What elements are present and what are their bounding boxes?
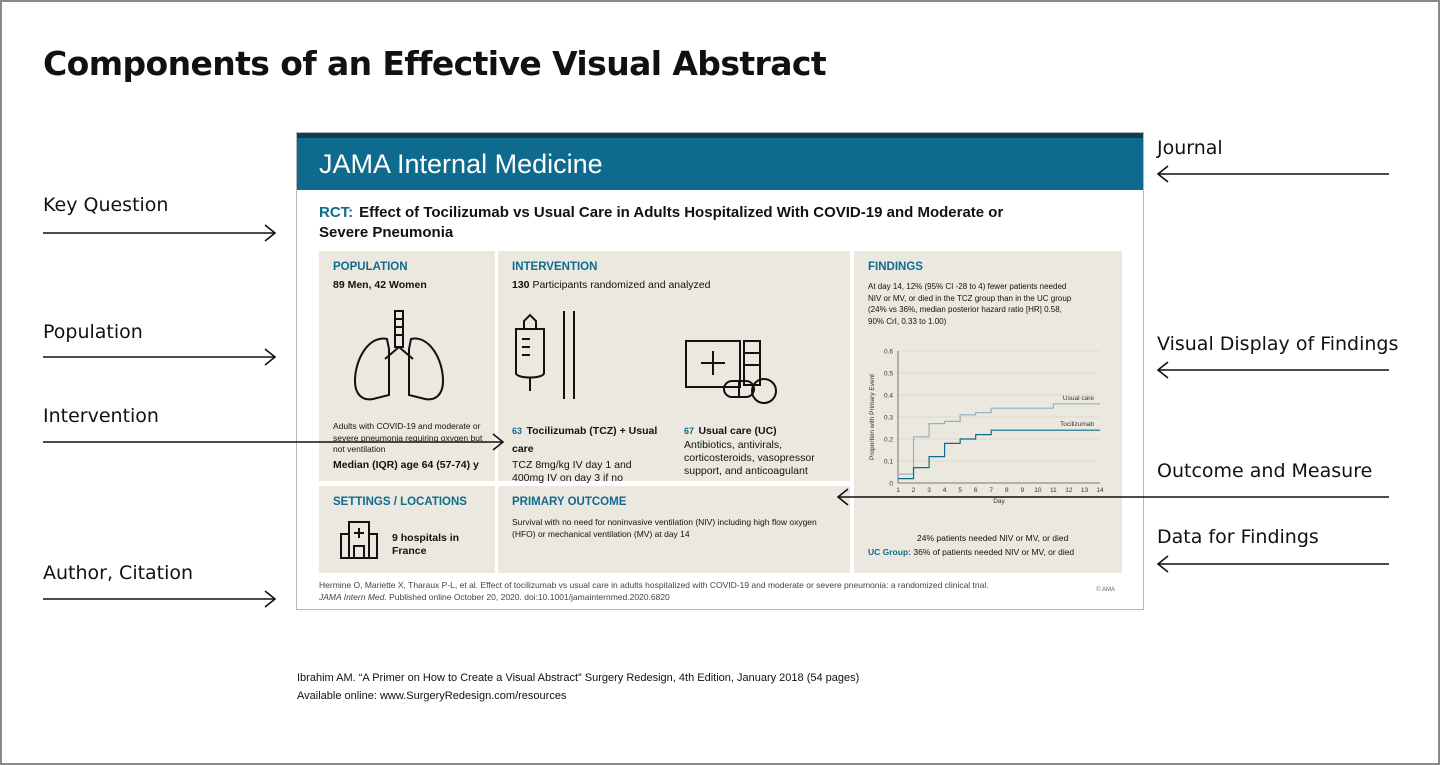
population-heading: POPULATION bbox=[333, 261, 408, 273]
series-0-line bbox=[898, 403, 1100, 475]
x-tick-label: 13 bbox=[1081, 487, 1089, 494]
label-journal: Journal bbox=[1157, 137, 1223, 159]
settings-text: 9 hospitals in France bbox=[392, 532, 460, 557]
journal-banner: JAMA Internal Medicine bbox=[297, 133, 1143, 190]
y-tick-label: 0.6 bbox=[884, 349, 893, 356]
x-tick-label: 3 bbox=[927, 487, 931, 494]
findings-text: At day 14, 12% (95% CI -28 to 4) fewer p… bbox=[868, 282, 1072, 326]
uc-group-label: UC Group: bbox=[868, 547, 911, 557]
x-tick-label: 6 bbox=[974, 487, 978, 494]
y-axis-label: Proportion with Primary Event bbox=[869, 374, 876, 460]
x-tick-label: 2 bbox=[912, 487, 916, 494]
uc-name: Usual care (UC) bbox=[698, 425, 777, 437]
settings-panel: SETTINGS / LOCATIONS 9 hospitals in Fran… bbox=[319, 486, 495, 573]
reference-line2: Available online: www.SurgeryRedesign.co… bbox=[297, 690, 567, 702]
y-tick-label: 0.2 bbox=[884, 437, 893, 444]
x-axis-label: Day bbox=[993, 498, 1005, 505]
arrow-visual-display bbox=[1156, 361, 1389, 379]
outcome-heading: PRIMARY OUTCOME bbox=[512, 496, 627, 508]
reference: Ibrahim AM. “A Primer on How to Create a… bbox=[297, 669, 859, 705]
x-tick-label: 12 bbox=[1065, 487, 1073, 494]
journal-name: JAMA Internal Medicine bbox=[319, 149, 603, 179]
intervention-count-num: 130 bbox=[512, 279, 530, 291]
intervention-count-text: Participants randomized and analyzed bbox=[532, 279, 711, 291]
uc-arm: 67 Usual care (UC) Antibiotics, antivira… bbox=[684, 421, 834, 478]
tcz-count: 63 bbox=[512, 426, 523, 436]
findings-heading: FINDINGS bbox=[868, 261, 923, 273]
series-1-label: Tocilizumab bbox=[1060, 421, 1094, 428]
citation-journal: JAMA Intern Med bbox=[319, 592, 385, 602]
rct-tag: RCT: bbox=[319, 204, 354, 221]
arrow-author-citation bbox=[43, 590, 277, 608]
copyright: © AMA bbox=[1096, 587, 1115, 593]
label-key-question: Key Question bbox=[43, 194, 169, 216]
uc-count: 67 bbox=[684, 426, 695, 436]
label-population: Population bbox=[43, 321, 143, 343]
x-tick-label: 7 bbox=[989, 487, 993, 494]
population-description: Adults with COVID-19 and moderate or sev… bbox=[333, 421, 483, 454]
citation-line2-wrap: JAMA Intern Med. Published online Octobe… bbox=[319, 591, 989, 603]
citation-line1: Hermine O, Mariette X, Tharaux P-L, et a… bbox=[319, 580, 989, 590]
x-tick-label: 9 bbox=[1020, 487, 1024, 494]
y-tick-label: 0 bbox=[889, 481, 893, 488]
label-visual-display: Visual Display of Findings bbox=[1157, 333, 1399, 355]
population-age: Median (IQR) age 64 (57-74) y bbox=[333, 459, 479, 471]
label-data-findings: Data for Findings bbox=[1157, 526, 1319, 548]
label-intervention: Intervention bbox=[43, 405, 159, 427]
intervention-count: 130 Participants randomized and analyzed bbox=[512, 279, 710, 292]
label-outcome-measure: Outcome and Measure bbox=[1157, 460, 1373, 482]
lungs-icon bbox=[353, 310, 445, 401]
intervention-heading: INTERVENTION bbox=[512, 261, 598, 273]
medicine-icon bbox=[685, 340, 777, 404]
uc-result-text: 36% of patients needed NIV or MV, or die… bbox=[913, 547, 1075, 557]
series-0-label: Usual care bbox=[1063, 395, 1094, 402]
y-tick-label: 0.1 bbox=[884, 459, 893, 466]
uc-result: UC Group: 36% of patients needed NIV or … bbox=[868, 547, 1074, 559]
citation-line2: . Published online October 20, 2020. doi… bbox=[384, 592, 670, 602]
arrow-population bbox=[43, 348, 277, 366]
x-tick-label: 10 bbox=[1034, 487, 1042, 494]
hospital-icon bbox=[340, 521, 378, 559]
x-tick-label: 5 bbox=[958, 487, 962, 494]
iv-bag-icon bbox=[515, 311, 575, 399]
km-chart: 00.10.20.30.40.50.61 2 3 4 5 6 7 8 9 10 11 12 13 14 D… bbox=[869, 349, 1104, 506]
headline-text: Effect of Tocilizumab vs Usual Care in A… bbox=[319, 204, 1004, 241]
settings-heading: SETTINGS / LOCATIONS bbox=[333, 496, 467, 508]
outcome-text: Survival with no need for noninvasive ve… bbox=[512, 517, 817, 539]
series-1-line bbox=[898, 429, 1100, 480]
arrow-intervention bbox=[43, 433, 505, 451]
visual-abstract: JAMA Internal Medicine RCT: Effect of Toc… bbox=[296, 132, 1144, 610]
arrow-key-question bbox=[43, 224, 277, 242]
arrow-journal bbox=[1156, 165, 1389, 183]
page-title: Components of an Effective Visual Abstra… bbox=[43, 44, 827, 83]
citation: Hermine O, Mariette X, Tharaux P-L, et a… bbox=[319, 579, 989, 603]
y-tick-label: 0.4 bbox=[884, 393, 893, 400]
tcz-result: 24% patients needed NIV or MV, or died bbox=[917, 533, 1069, 543]
population-counts: 89 Men, 42 Women bbox=[333, 279, 427, 291]
arrow-data-findings bbox=[1156, 555, 1389, 573]
x-tick-label: 4 bbox=[943, 487, 947, 494]
findings-panel: FINDINGS At day 14, 12% (95% CI -28 to 4… bbox=[854, 251, 1122, 573]
x-tick-label: 8 bbox=[1005, 487, 1009, 494]
uc-description: Antibiotics, antivirals, corticosteroids… bbox=[684, 439, 815, 477]
arrow-outcome-measure bbox=[836, 488, 1389, 506]
x-tick-label: 1 bbox=[896, 487, 900, 494]
intervention-panel: INTERVENTION 130 Participants randomized… bbox=[498, 251, 850, 497]
x-tick-label: 14 bbox=[1096, 487, 1104, 494]
tcz-name: Tocilizumab (TCZ) + Usual care bbox=[512, 425, 658, 455]
key-question-headline: RCT: Effect of Tocilizumab vs Usual Care … bbox=[319, 203, 1039, 243]
y-tick-label: 0.3 bbox=[884, 415, 893, 422]
reference-line1: Ibrahim AM. “A Primer on How to Create a… bbox=[297, 672, 860, 684]
outcome-panel: PRIMARY OUTCOME Survival with no need fo… bbox=[498, 486, 850, 573]
x-tick-label: 11 bbox=[1050, 487, 1057, 494]
label-author-citation: Author, Citation bbox=[43, 562, 194, 584]
y-tick-label: 0.5 bbox=[884, 371, 893, 378]
